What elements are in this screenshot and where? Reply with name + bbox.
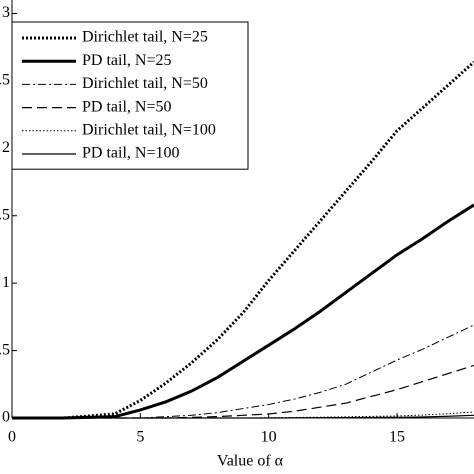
line-series	[12, 203, 474, 420]
y-tick-label: 0	[2, 409, 10, 426]
x-tick-label: 15	[389, 429, 405, 446]
legend-label: Dirichlet tail, N=100	[82, 121, 216, 138]
y-tick-label: 2	[2, 139, 10, 156]
line-series	[12, 414, 474, 419]
legend-box	[11, 21, 249, 170]
x-tick-label: 0	[8, 429, 16, 446]
legend-label: Dirichlet tail, N=25	[82, 29, 208, 46]
legend-label: PD tail, N=100	[82, 145, 179, 162]
x-tick-label: 5	[136, 429, 144, 446]
legend-label: PD tail, N=25	[82, 52, 171, 69]
legend-label: PD tail, N=50	[82, 98, 171, 115]
y-tick-label: 0.5	[0, 341, 10, 358]
y-tick-label: 2.5	[0, 72, 10, 89]
line-series	[12, 324, 474, 419]
x-tick-label: 10	[261, 429, 277, 446]
legend-label: Dirichlet tail, N=50	[82, 75, 208, 92]
line-series	[12, 60, 474, 420]
y-tick-label: 1.5	[0, 206, 10, 223]
line-series	[12, 364, 474, 419]
x-axis-label: Value of α	[217, 453, 284, 470]
y-tick-label: 3	[2, 4, 10, 21]
y-tick-label: 1	[2, 274, 10, 291]
